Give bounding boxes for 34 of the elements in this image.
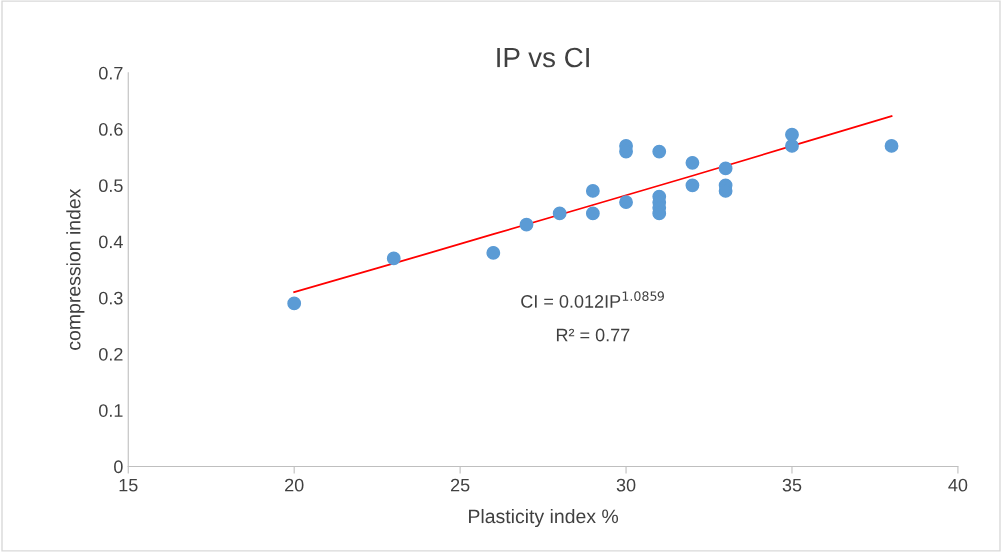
y-tick-label: 0.3 xyxy=(99,291,123,305)
y-tick-label: 0.6 xyxy=(99,123,123,136)
y-tick-label: 0.7 xyxy=(99,66,123,80)
point xyxy=(585,184,600,198)
point xyxy=(519,217,534,232)
point xyxy=(685,155,700,170)
point xyxy=(884,139,899,153)
point xyxy=(386,251,401,266)
point xyxy=(585,206,600,221)
point xyxy=(652,144,667,159)
point xyxy=(685,178,700,193)
chart-title: IP vs CI xyxy=(497,47,589,68)
x-tick-label: 20 xyxy=(285,478,304,492)
x-tick-label: 15 xyxy=(119,478,138,492)
x-tick-label: 40 xyxy=(948,478,968,492)
point xyxy=(486,245,501,260)
annotation: R² = 0.77 xyxy=(556,328,630,342)
point xyxy=(785,127,799,142)
x-tick-label: 30 xyxy=(616,478,636,492)
x-axis-title: Plasticity index % xyxy=(469,508,619,528)
annotation: CI = 0.012IP$^{1.0859}$ xyxy=(521,291,664,308)
x-tick-label: 35 xyxy=(782,478,802,492)
y-axis-title: compression index xyxy=(66,188,85,350)
y-tick-label: 0 xyxy=(114,460,123,474)
x-tick-label: 25 xyxy=(450,478,470,492)
y-tick-label: 0.4 xyxy=(99,235,123,249)
point xyxy=(552,206,567,221)
point xyxy=(619,195,633,210)
y-tick-label: 0.2 xyxy=(99,347,123,361)
y-tick-label: 0.5 xyxy=(99,179,123,193)
y-tick-label: 0.1 xyxy=(99,404,123,417)
point xyxy=(785,139,799,153)
point xyxy=(287,296,302,311)
point xyxy=(718,161,733,176)
